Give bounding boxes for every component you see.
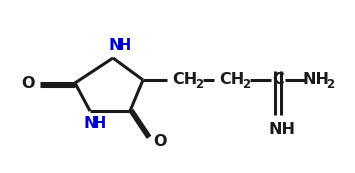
Text: N: N [108,38,122,52]
Text: NH: NH [302,72,329,88]
Text: CH: CH [219,72,245,88]
Text: N: N [83,116,97,131]
Text: 2: 2 [195,78,203,90]
Text: NH: NH [268,121,295,136]
Text: H: H [94,116,106,131]
Text: O: O [21,75,35,90]
Text: O: O [153,134,167,148]
Text: 2: 2 [242,78,250,90]
Text: 2: 2 [326,78,334,90]
Text: H: H [119,38,131,52]
Text: CH: CH [173,72,198,88]
Text: C: C [272,72,284,88]
